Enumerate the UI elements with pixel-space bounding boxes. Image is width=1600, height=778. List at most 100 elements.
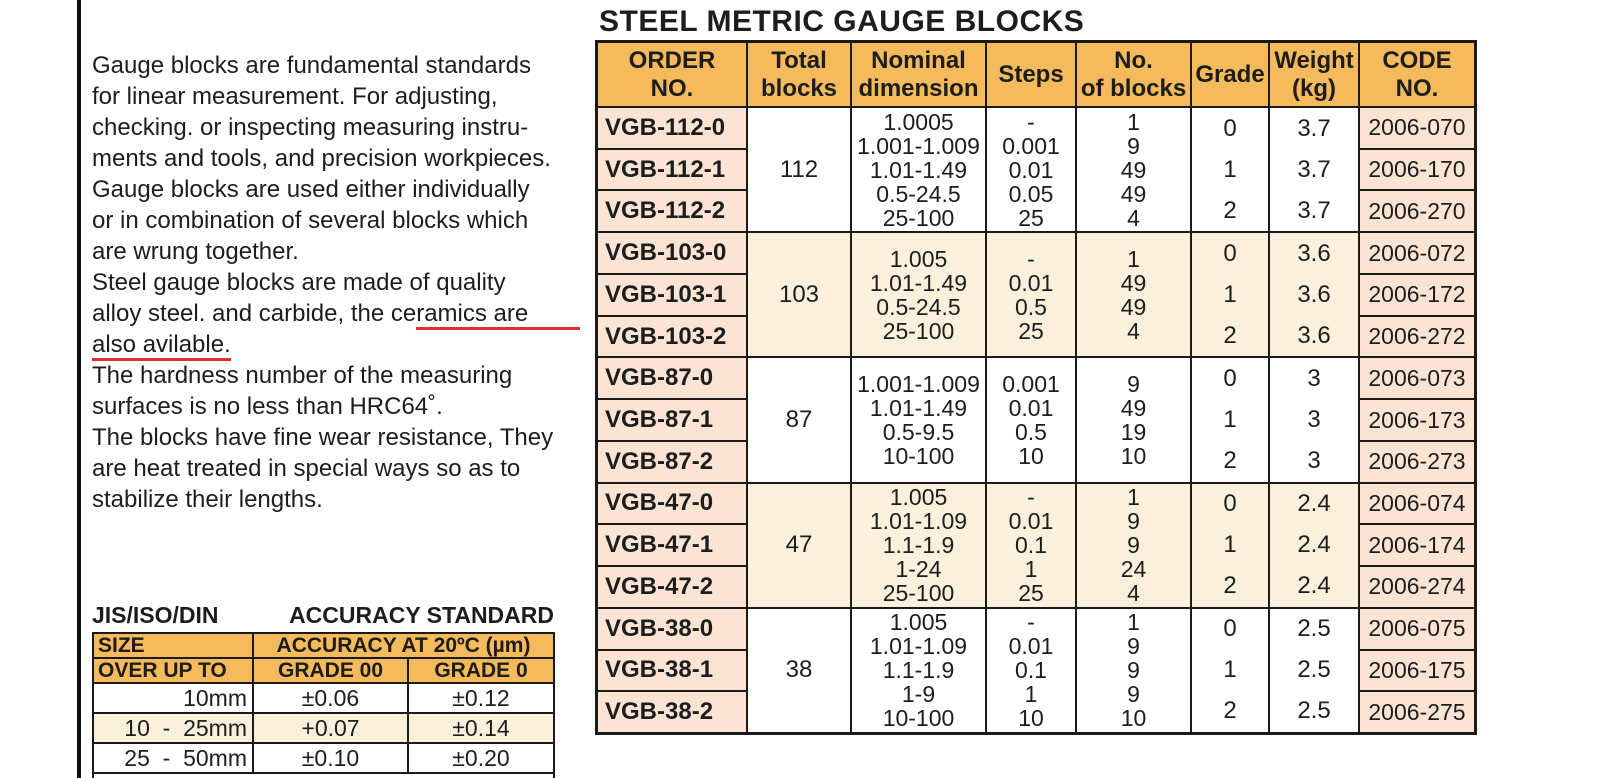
paragraph-line: Steel gauge blocks are made of quality: [92, 267, 612, 298]
code-no-column: 2006-070 2006-170 2006-270: [1360, 108, 1474, 232]
steps-column: -0.01 0.1 1 25: [987, 483, 1077, 607]
code-no-cell: 2006-273: [1360, 441, 1474, 482]
steps-line: 0.01: [1008, 395, 1054, 421]
no-of-blocks-line: 1: [1127, 609, 1140, 636]
order-no-cell: VGB-47-0: [598, 483, 746, 526]
header-code-no: CODE NO.: [1360, 43, 1474, 106]
accuracy-size-cell: 10 - 25mm: [94, 714, 254, 742]
steps-line: 25: [1018, 317, 1044, 344]
accuracy-row: 25 - 50mm ±0.10 ±0.20: [94, 744, 553, 774]
total-blocks-value: 38: [785, 656, 813, 684]
header-line: CODE: [1382, 46, 1452, 74]
header-total-blocks: Total blocks: [748, 43, 852, 106]
header-line: ORDER: [628, 46, 716, 74]
nominal-dimension-line: 0.5-24.5: [876, 180, 961, 207]
grade-value: 2: [1223, 572, 1237, 600]
code-no-cell: 2006-070: [1360, 108, 1474, 150]
grade-value: 2: [1223, 697, 1237, 725]
no-of-blocks-line: 10: [1120, 705, 1147, 732]
paragraph-text: surfaces is no less than HRC64˚.: [92, 393, 443, 420]
accuracy-grade00-cell: ±0.06: [254, 684, 409, 712]
steps-line: -: [1027, 609, 1035, 636]
paragraph-text: alloy steel. and carbide, the ce: [92, 300, 417, 327]
no-of-blocks-column: 1 49 49 4: [1077, 233, 1192, 357]
code-no-cell: 2006-174: [1360, 525, 1474, 568]
weight-value: 3.7: [1297, 155, 1331, 183]
no-of-blocks-column: 1 9 49 49 4: [1077, 108, 1192, 232]
weight-value: 3.6: [1297, 239, 1331, 267]
no-of-blocks-line: 19: [1120, 419, 1147, 445]
weight-column: 3 3 3: [1270, 358, 1360, 482]
weight-column: 2.5 2.5 2.5: [1270, 608, 1360, 733]
nominal-dimension-line: 1.1-1.9: [882, 532, 955, 559]
code-no-cell: 2006-272: [1360, 316, 1474, 357]
steps-line: 0.05: [1008, 180, 1054, 207]
red-underlined-text: also avilable.: [92, 331, 231, 361]
steps-line: 0.001: [1002, 371, 1060, 397]
paragraph-text: are wrung together.: [92, 238, 299, 265]
weight-value: 2.5: [1297, 697, 1331, 725]
order-no-column: VGB-87-0 VGB-87-1 VGB-87-2: [598, 358, 748, 482]
steps-line: 0.001: [1002, 132, 1060, 159]
nominal-dimension-line: 1.01-1.49: [869, 269, 968, 296]
order-no-column: VGB-112-0 VGB-112-1 VGB-112-2: [598, 108, 748, 232]
header-line: NO.: [650, 74, 694, 102]
accuracy-header-row-2: OVER UP TO GRADE 00 GRADE 0: [94, 659, 553, 684]
order-no-cell: VGB-87-0: [598, 358, 746, 401]
accuracy-grade0-cell: ±0.14: [452, 714, 510, 741]
steps-line: 0.01: [1008, 269, 1054, 296]
steps-line: 25: [1018, 204, 1044, 231]
order-no-cell: VGB-38-2: [598, 692, 746, 733]
no-of-blocks-line: 1: [1127, 108, 1140, 135]
header-weight-kg: Weight (kg): [1270, 43, 1360, 106]
header-line: of blocks: [1080, 74, 1187, 102]
header-line: blocks: [760, 74, 838, 102]
weight-value: 3.7: [1297, 196, 1331, 224]
grade-00-header-cell: GRADE 00: [254, 659, 409, 682]
steps-line: 0.5: [1015, 419, 1047, 445]
order-no-cell: VGB-112-1: [598, 149, 746, 192]
accuracy-table-body: 10mm ±0.06 ±0.12 10 - 25mm +0.07 ±0.14 25 - 50…: [94, 684, 553, 778]
order-no-column: VGB-47-0 VGB-47-1 VGB-47-2: [598, 483, 748, 607]
nominal-dimension-column: 1.0005 1.001-1.009 1.01-1.49 0.5-24.5 25-100: [852, 108, 987, 232]
accuracy-row-clipped: [94, 774, 553, 778]
paragraph-line: for linear measurement. For adjusting,: [92, 81, 612, 112]
nominal-dimension-line: 1.001-1.009: [857, 371, 980, 397]
weight-value: 3.6: [1297, 280, 1331, 308]
steps-column: -0.01 0.5 25: [987, 233, 1077, 357]
steps-line: 0.01: [1008, 156, 1054, 183]
accuracy-grade00-cell: ±0.10: [254, 744, 409, 772]
code-no-cell: 2006-275: [1360, 692, 1474, 733]
code-no-cell: 2006-172: [1360, 274, 1474, 317]
no-of-blocks-line: 10: [1120, 443, 1147, 469]
order-no-cell: VGB-87-1: [598, 400, 746, 442]
nominal-dimension-column: 1.005 1.01-1.09 1.1-1.9 1-9 10-100: [852, 608, 987, 733]
accuracy-row: 10mm ±0.06 ±0.12: [94, 684, 553, 714]
order-no-cell: VGB-87-2: [598, 441, 746, 482]
grade-value: 1: [1223, 155, 1237, 183]
paragraph-line: The blocks have fine wear resistance, Th…: [92, 422, 612, 453]
weight-value: 2.4: [1297, 490, 1331, 518]
steps-line: 0.1: [1015, 657, 1047, 684]
nominal-dimension-column: 1.005 1.01-1.09 1.1-1.9 1-24 25-100: [852, 483, 987, 607]
jis-iso-din-label: JIS/ISO/DIN: [92, 602, 219, 628]
nominal-dimension-column: 1.005 1.01-1.49 0.5-24.5 25-100: [852, 233, 987, 357]
paragraph-text: or in combination of several blocks whic…: [92, 207, 529, 234]
no-of-blocks-line: 9: [1127, 371, 1140, 397]
steps-line: 0.5: [1015, 293, 1047, 320]
nominal-dimension-column: 1.001-1.009 1.01-1.49 0.5-9.5 10-100: [852, 358, 987, 482]
no-of-blocks-column: 9 49 19 10: [1077, 358, 1192, 482]
order-no-cell: VGB-47-2: [598, 567, 746, 607]
order-no-column: VGB-103-0 VGB-103-1 VGB-103-2: [598, 233, 748, 357]
no-of-blocks-line: 24: [1120, 556, 1147, 583]
total-blocks-value: 47: [785, 531, 813, 559]
order-no-cell: VGB-47-1: [598, 525, 746, 568]
nominal-dimension-line: 1.001-1.009: [857, 132, 980, 159]
grade-value: 0: [1223, 490, 1237, 518]
steps-line: 0.1: [1015, 532, 1047, 559]
no-of-blocks-line: 49: [1120, 293, 1147, 320]
steps-line: 10: [1018, 705, 1044, 732]
no-of-blocks-line: 49: [1120, 269, 1147, 296]
nominal-dimension-line: 1.01-1.09: [869, 508, 968, 535]
paragraph-text: are heat treated in special ways so as t…: [92, 455, 521, 482]
